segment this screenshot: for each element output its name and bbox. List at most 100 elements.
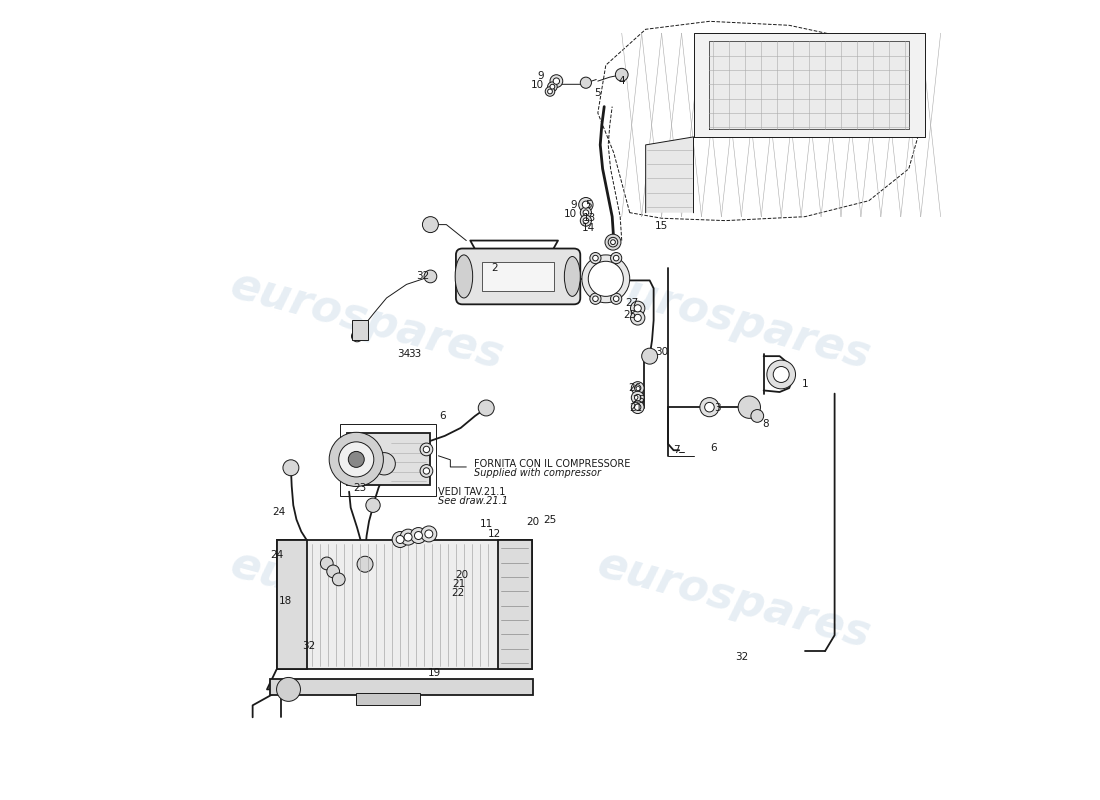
Circle shape xyxy=(593,296,598,302)
Bar xyxy=(352,320,368,340)
Text: FORNITA CON IL COMPRESSORE: FORNITA CON IL COMPRESSORE xyxy=(474,458,630,469)
Text: eurospares: eurospares xyxy=(226,542,508,657)
Circle shape xyxy=(424,270,437,283)
Text: 18: 18 xyxy=(278,596,292,606)
Text: 9: 9 xyxy=(571,200,578,210)
Circle shape xyxy=(751,410,763,422)
Circle shape xyxy=(349,451,364,467)
Text: 32: 32 xyxy=(416,271,429,282)
Circle shape xyxy=(700,398,719,417)
Text: 32: 32 xyxy=(302,641,316,650)
Text: 24: 24 xyxy=(273,506,286,517)
Circle shape xyxy=(548,89,552,94)
Circle shape xyxy=(705,402,714,412)
Text: 30: 30 xyxy=(654,347,668,357)
Bar xyxy=(340,424,436,496)
Circle shape xyxy=(420,443,432,456)
Text: 6: 6 xyxy=(439,411,446,421)
Text: eurospares: eurospares xyxy=(226,263,508,378)
Text: 23: 23 xyxy=(353,482,367,493)
Circle shape xyxy=(635,385,641,391)
Text: 32: 32 xyxy=(735,652,748,662)
Polygon shape xyxy=(710,42,909,129)
Circle shape xyxy=(738,396,760,418)
Text: VEDI TAV.21.1: VEDI TAV.21.1 xyxy=(439,486,506,497)
Text: 4: 4 xyxy=(618,76,625,86)
Circle shape xyxy=(327,565,340,578)
Circle shape xyxy=(425,530,432,538)
Circle shape xyxy=(581,215,592,226)
Text: See draw.21.1: See draw.21.1 xyxy=(439,496,508,506)
Circle shape xyxy=(610,293,621,304)
Text: 15: 15 xyxy=(654,222,668,231)
Text: eurospares: eurospares xyxy=(592,263,874,378)
Text: 14: 14 xyxy=(582,223,595,233)
Text: 2: 2 xyxy=(491,263,497,274)
Text: 12: 12 xyxy=(487,529,500,539)
Circle shape xyxy=(615,68,628,81)
Text: 24: 24 xyxy=(271,550,284,561)
Circle shape xyxy=(582,201,590,208)
Text: 25: 25 xyxy=(623,310,636,320)
Circle shape xyxy=(392,531,408,547)
Text: eurospares: eurospares xyxy=(592,542,874,657)
Circle shape xyxy=(366,498,381,513)
Text: 6: 6 xyxy=(711,443,717,453)
Circle shape xyxy=(332,573,345,586)
Circle shape xyxy=(593,255,598,261)
Circle shape xyxy=(396,535,404,543)
Text: 21: 21 xyxy=(629,403,642,413)
Text: 7: 7 xyxy=(672,446,680,455)
Circle shape xyxy=(582,255,629,302)
Circle shape xyxy=(631,391,645,404)
Circle shape xyxy=(588,262,624,296)
Circle shape xyxy=(352,330,363,342)
Text: 34: 34 xyxy=(397,349,410,358)
Text: Supplied with compressor: Supplied with compressor xyxy=(474,468,602,478)
Circle shape xyxy=(424,446,430,453)
Circle shape xyxy=(610,240,615,245)
Bar xyxy=(276,540,307,670)
Circle shape xyxy=(641,348,658,364)
Polygon shape xyxy=(646,137,693,213)
Circle shape xyxy=(605,234,621,250)
Bar xyxy=(482,262,554,290)
Text: 33: 33 xyxy=(408,349,421,358)
Text: 5: 5 xyxy=(585,200,592,210)
Text: 11: 11 xyxy=(480,518,493,529)
Circle shape xyxy=(631,382,645,394)
Circle shape xyxy=(581,207,592,218)
Circle shape xyxy=(630,310,645,325)
Text: 20: 20 xyxy=(526,517,539,527)
Circle shape xyxy=(635,394,641,401)
Circle shape xyxy=(420,465,432,478)
Text: 3: 3 xyxy=(714,403,720,413)
Circle shape xyxy=(415,531,422,539)
Circle shape xyxy=(610,253,621,264)
Circle shape xyxy=(614,255,619,261)
Text: 13: 13 xyxy=(583,214,596,223)
Text: 8: 8 xyxy=(762,419,769,429)
Circle shape xyxy=(634,314,641,322)
Circle shape xyxy=(590,293,601,304)
Circle shape xyxy=(590,253,601,264)
Circle shape xyxy=(634,305,641,312)
Circle shape xyxy=(358,556,373,572)
Circle shape xyxy=(276,678,300,702)
Circle shape xyxy=(410,527,427,543)
Bar xyxy=(276,540,531,670)
Bar xyxy=(271,679,534,695)
FancyBboxPatch shape xyxy=(455,249,581,304)
Circle shape xyxy=(553,78,560,84)
Circle shape xyxy=(550,74,563,87)
Text: 25: 25 xyxy=(632,395,646,405)
Text: 5: 5 xyxy=(594,88,601,98)
Circle shape xyxy=(546,86,554,96)
Text: 21: 21 xyxy=(452,579,465,589)
Bar xyxy=(498,540,531,670)
Circle shape xyxy=(400,529,416,545)
Text: 1: 1 xyxy=(802,379,808,389)
Text: 27: 27 xyxy=(626,298,639,308)
Circle shape xyxy=(630,301,645,315)
Ellipse shape xyxy=(455,255,473,298)
